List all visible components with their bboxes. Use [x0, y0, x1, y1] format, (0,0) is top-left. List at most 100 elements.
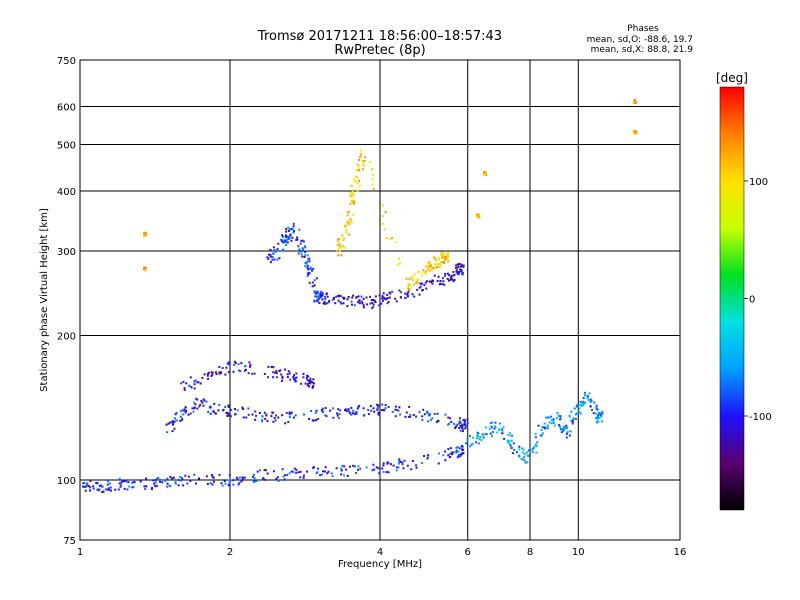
data-point [439, 261, 442, 264]
data-point [249, 363, 252, 366]
data-point [452, 274, 455, 277]
data-point [437, 419, 440, 422]
data-point [471, 436, 474, 439]
data-point [565, 426, 568, 429]
data-point [87, 485, 90, 488]
data-point [485, 433, 488, 436]
data-point [174, 481, 177, 484]
data-point [324, 298, 327, 301]
data-point [517, 454, 520, 457]
data-point [222, 408, 225, 411]
data-point [371, 469, 374, 472]
data-point [423, 284, 426, 287]
data-point [321, 410, 324, 413]
data-point [253, 477, 256, 480]
data-point [382, 292, 385, 295]
data-point [523, 452, 526, 455]
data-point [143, 266, 146, 269]
data-point [461, 428, 464, 431]
data-point [433, 263, 436, 266]
data-point [224, 405, 227, 408]
data-point [308, 382, 311, 385]
data-point [479, 436, 482, 439]
data-point [438, 283, 441, 286]
data-point [272, 420, 275, 423]
data-point [169, 421, 172, 424]
data-point [272, 366, 275, 369]
data-point [360, 155, 363, 158]
data-point [359, 149, 362, 152]
data-point [220, 482, 223, 485]
data-point [449, 452, 452, 455]
data-point [102, 490, 105, 493]
data-point [633, 130, 636, 133]
data-point [570, 419, 573, 422]
data-point [98, 489, 101, 492]
data-point [401, 463, 404, 466]
data-point [233, 360, 236, 363]
data-point [308, 257, 311, 260]
data-point [345, 231, 348, 234]
data-point [239, 370, 242, 373]
data-point [197, 381, 200, 384]
data-point [294, 414, 297, 417]
data-point [478, 214, 481, 217]
data-point [272, 252, 275, 255]
data-point [303, 245, 306, 248]
data-point [306, 266, 309, 269]
data-point [398, 262, 401, 265]
data-point [546, 426, 549, 429]
data-point [285, 228, 288, 231]
data-point [588, 392, 591, 395]
data-point [353, 199, 356, 202]
data-point [125, 480, 128, 483]
data-point [304, 261, 307, 264]
data-point [445, 258, 448, 261]
data-point [218, 365, 221, 368]
data-point [339, 295, 342, 298]
data-point [289, 378, 292, 381]
data-point [343, 296, 346, 299]
data-point [302, 248, 305, 251]
data-point [314, 290, 317, 293]
data-point [431, 282, 434, 285]
data-point [407, 291, 410, 294]
data-point [237, 483, 240, 486]
data-point [383, 296, 386, 299]
data-point [233, 413, 236, 416]
data-point [286, 473, 289, 476]
data-point [385, 236, 388, 239]
data-point [466, 418, 469, 421]
data-point [177, 479, 180, 482]
data-point [166, 485, 169, 488]
data-point [590, 399, 593, 402]
data-point [416, 288, 419, 291]
data-point [229, 479, 232, 482]
data-point [421, 462, 424, 465]
data-point [329, 409, 332, 412]
data-point [201, 401, 204, 404]
data-point [459, 425, 462, 428]
data-point [386, 461, 389, 464]
data-point [428, 280, 431, 283]
data-point [427, 261, 430, 264]
data-point [107, 487, 110, 490]
data-point [508, 440, 511, 443]
data-point [545, 416, 548, 419]
data-point [282, 248, 285, 251]
data-point [309, 267, 312, 270]
data-point [223, 480, 226, 483]
legend-line-x: mean, sd,X: 88.8, 21.9 [591, 45, 694, 55]
data-point [465, 425, 468, 428]
data-point [292, 225, 295, 228]
data-point [389, 463, 392, 466]
data-point [395, 241, 398, 244]
data-point [432, 266, 435, 269]
data-point [193, 383, 196, 386]
data-point [312, 467, 315, 470]
data-point [313, 279, 316, 282]
data-point [205, 400, 208, 403]
data-point [378, 414, 381, 417]
data-point [273, 250, 276, 253]
data-point [371, 183, 374, 186]
